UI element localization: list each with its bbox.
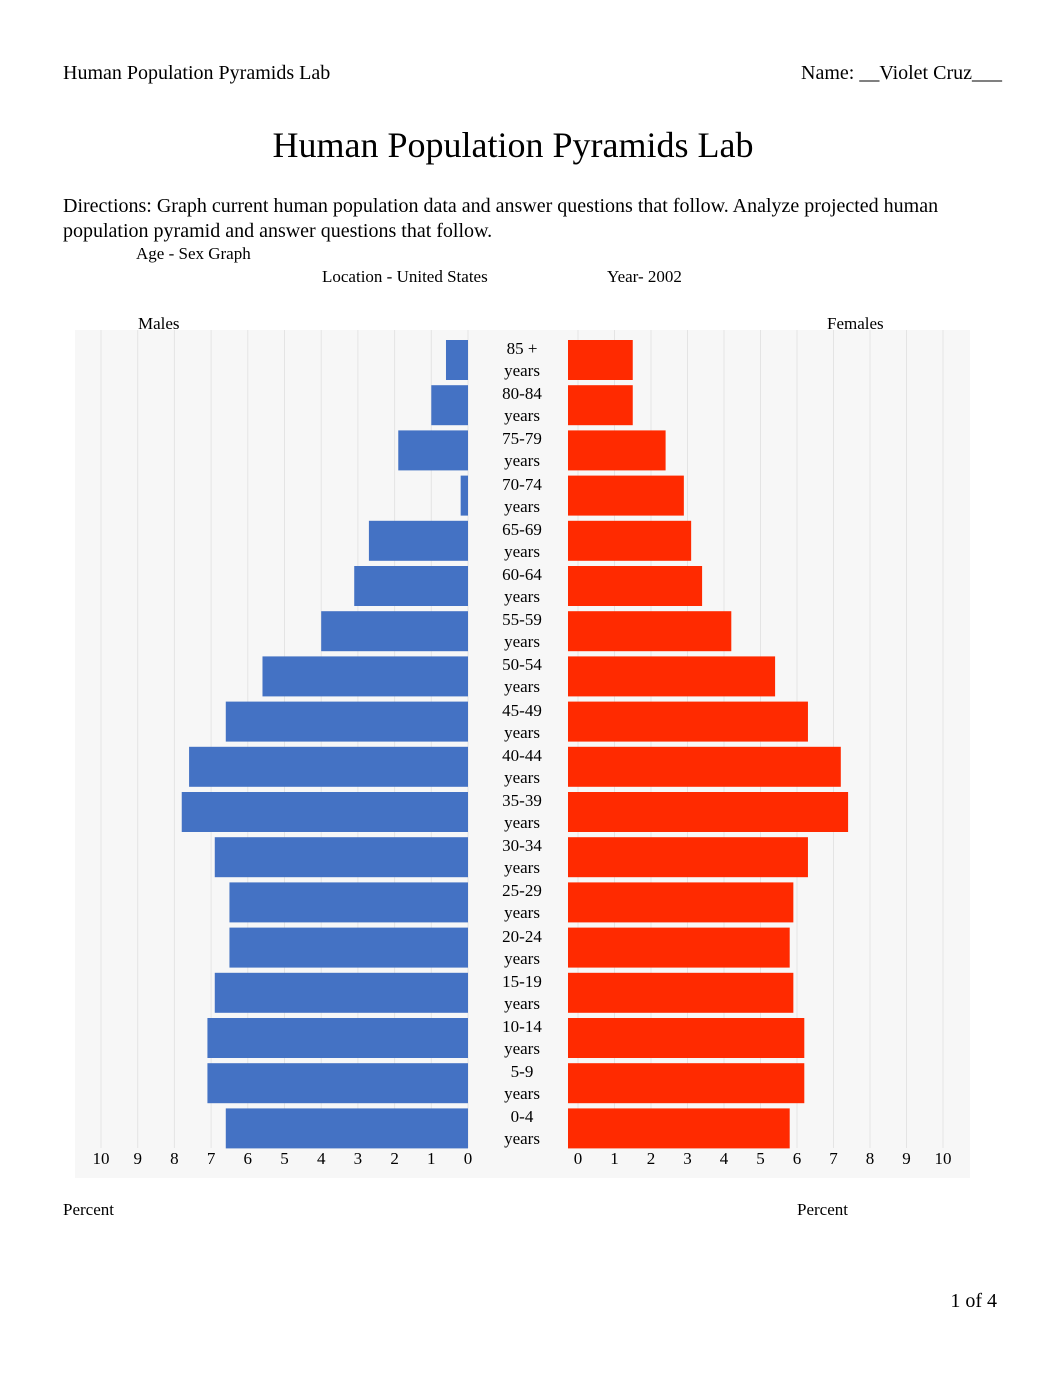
x-tick-label: 1: [427, 1149, 436, 1168]
page-number: 1 of 4: [950, 1290, 997, 1312]
bar: [431, 385, 468, 426]
bar: [568, 520, 692, 561]
category-label: 50-54 years: [502, 655, 542, 697]
bar: [568, 656, 776, 697]
bar: [568, 385, 633, 426]
x-tick-label: 4: [317, 1149, 326, 1168]
x-axis-label: Percent: [63, 1200, 114, 1219]
x-tick-label: 10: [935, 1149, 952, 1168]
x-tick-label: 10: [93, 1149, 110, 1168]
category-label: 15-19 years: [502, 971, 542, 1013]
bar: [568, 882, 794, 923]
x-tick-label: 8: [866, 1149, 875, 1168]
legend-males: Males: [138, 314, 180, 333]
category-label: 30-34 years: [502, 836, 542, 878]
x-tick-label: 0: [464, 1149, 473, 1168]
category-label: 0-4 years: [504, 1107, 540, 1149]
bar: [568, 792, 849, 832]
x-tick-label: 4: [720, 1149, 729, 1168]
page-title: Human Population Pyramids Lab: [272, 125, 754, 165]
x-tick-label: 0: [574, 1149, 583, 1168]
category-label: 70-74 years: [502, 474, 542, 516]
bar: [568, 430, 666, 471]
x-tick-label: 2: [647, 1149, 656, 1168]
bar: [568, 701, 808, 742]
x-tick-label: 6: [793, 1149, 802, 1168]
bar: [568, 1063, 805, 1104]
category-label: 60-64 years: [502, 565, 542, 606]
bar: [568, 837, 808, 878]
category-label: 10-14 years: [502, 1017, 542, 1058]
x-tick-label: 5: [280, 1149, 289, 1168]
bar: [225, 701, 468, 742]
x-tick-label: 9: [133, 1149, 142, 1168]
x-tick-label: 7: [829, 1149, 838, 1168]
category-label: 40-44 years: [502, 745, 542, 787]
bar: [229, 882, 468, 923]
bar: [181, 792, 469, 832]
x-tick-label: 3: [683, 1149, 692, 1168]
bar: [207, 1018, 468, 1058]
x-tick-label: 1: [610, 1149, 619, 1168]
bar: [225, 1108, 468, 1149]
bar: [207, 1063, 468, 1104]
x-tick-label: 9: [902, 1149, 911, 1168]
bar: [568, 611, 732, 652]
x-tick-label: 8: [170, 1149, 179, 1168]
bar: [568, 1108, 790, 1149]
category-label: 55-59 years: [502, 610, 542, 652]
bar: [214, 837, 468, 878]
bar: [398, 430, 468, 471]
category-label: 20-24 years: [502, 926, 542, 968]
directions: Directions: Graph current human populati…: [63, 195, 939, 242]
category-label: 75-79 years: [502, 429, 542, 471]
bar: [568, 746, 841, 787]
x-tick-label: 3: [354, 1149, 363, 1168]
x-tick-label: 2: [390, 1149, 399, 1168]
x-tick-label: 7: [207, 1149, 216, 1168]
header-left: Human Population Pyramids Lab: [63, 62, 331, 84]
category-label: 80-84 years: [502, 384, 542, 426]
bar: [568, 566, 703, 606]
bar: [321, 611, 468, 652]
category-label: 5-9 years: [504, 1062, 540, 1104]
bar: [214, 972, 468, 1013]
bar: [568, 1018, 805, 1058]
bar: [262, 656, 468, 697]
bar: [568, 927, 790, 968]
category-label: 45-49 years: [502, 700, 542, 742]
x-axis-label: Percent: [797, 1200, 848, 1219]
header-name: Name: __Violet Cruz___: [801, 62, 1002, 84]
x-tick-label: 5: [756, 1149, 765, 1168]
bar: [354, 566, 468, 606]
category-label: 65-69 years: [502, 519, 542, 561]
x-tick-label: 6: [244, 1149, 253, 1168]
bar: [368, 520, 468, 561]
bar: [460, 475, 468, 516]
year: Year- 2002: [607, 267, 682, 286]
category-label: 25-29 years: [502, 881, 542, 923]
category-label: 85 + years: [504, 339, 540, 380]
chart-title: Age - Sex Graph: [136, 244, 251, 263]
bar: [445, 340, 468, 380]
legend-females: Females: [827, 314, 884, 333]
category-label: 35-39 years: [502, 791, 542, 832]
bar: [568, 972, 794, 1013]
bar: [189, 746, 468, 787]
location: Location - United States: [322, 267, 488, 286]
bar: [229, 927, 468, 968]
bar: [568, 340, 633, 380]
bar: [568, 475, 684, 516]
